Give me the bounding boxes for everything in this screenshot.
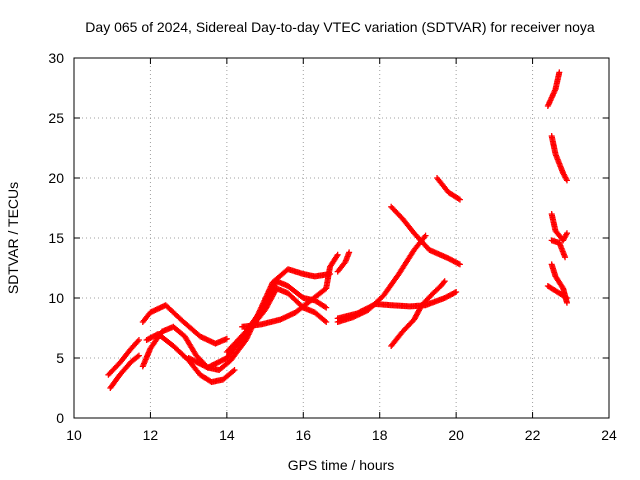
data-point [323, 304, 330, 311]
data-point [422, 232, 429, 239]
x-tick-label: 12 [143, 427, 159, 443]
series-track-n [434, 175, 463, 203]
y-tick-label: 30 [48, 50, 64, 66]
y-tick-label: 0 [56, 410, 64, 426]
data-point [453, 289, 460, 295]
data-point [135, 337, 142, 343]
data-point [321, 317, 328, 324]
series-track-s [548, 237, 569, 261]
series-track-m [388, 278, 448, 349]
series-track-d [139, 266, 334, 373]
x-tick-label: 20 [448, 427, 464, 443]
data-point [333, 253, 340, 260]
data-point [563, 177, 570, 184]
x-tick-label: 16 [295, 427, 311, 443]
series-track-h [239, 251, 341, 330]
chart-title: Day 065 of 2024, Sidereal Day-to-day VTE… [85, 19, 595, 35]
data-point [563, 295, 570, 301]
x-axis-label: GPS time / hours [288, 457, 395, 473]
data-point [334, 251, 341, 258]
x-tick-label: 24 [601, 427, 617, 443]
data-point [456, 261, 463, 268]
data-point [321, 303, 328, 310]
data-point [441, 278, 448, 285]
series-track-c [139, 302, 230, 347]
data-point [562, 294, 569, 301]
series-track-i [334, 249, 353, 275]
data-point [440, 279, 447, 286]
data-point [135, 352, 142, 359]
series-track-t [544, 283, 570, 301]
x-tick-label: 10 [66, 427, 82, 443]
axis-ticks: 10 12 14 16 18 20 22 24 0 5 10 15 20 25 30 [48, 50, 617, 443]
series-track-q [548, 211, 570, 244]
data-point [556, 69, 563, 76]
data-point [563, 230, 570, 237]
data-point [231, 367, 238, 373]
data-point [451, 289, 458, 296]
series-track-g [185, 285, 330, 371]
series-track-p [548, 133, 570, 184]
data-points [105, 69, 570, 391]
series-track-k [388, 203, 463, 268]
series-track-e [143, 331, 238, 385]
x-tick-label: 18 [372, 427, 388, 443]
data-point [455, 260, 462, 267]
data-point [455, 195, 462, 202]
y-tick-label: 5 [56, 350, 64, 366]
series-track-o [544, 69, 563, 109]
data-point [456, 196, 463, 203]
series-track-b [107, 352, 142, 391]
data-point [223, 335, 230, 342]
series-track-j [334, 232, 429, 325]
y-tick-label: 15 [48, 230, 64, 246]
data-point [346, 249, 353, 256]
data-point [230, 368, 237, 375]
y-tick-label: 10 [48, 290, 64, 306]
series-track-l [334, 289, 460, 322]
x-tick-label: 22 [525, 427, 541, 443]
y-tick-label: 20 [48, 170, 64, 186]
data-point [134, 353, 141, 360]
series-track-a [105, 337, 142, 378]
data-point [323, 319, 330, 325]
grid [74, 58, 609, 418]
x-tick-label: 14 [219, 427, 235, 443]
y-tick-label: 25 [48, 110, 64, 126]
data-point [562, 254, 569, 261]
y-axis-label: SDTVAR / TECUs [5, 182, 21, 294]
